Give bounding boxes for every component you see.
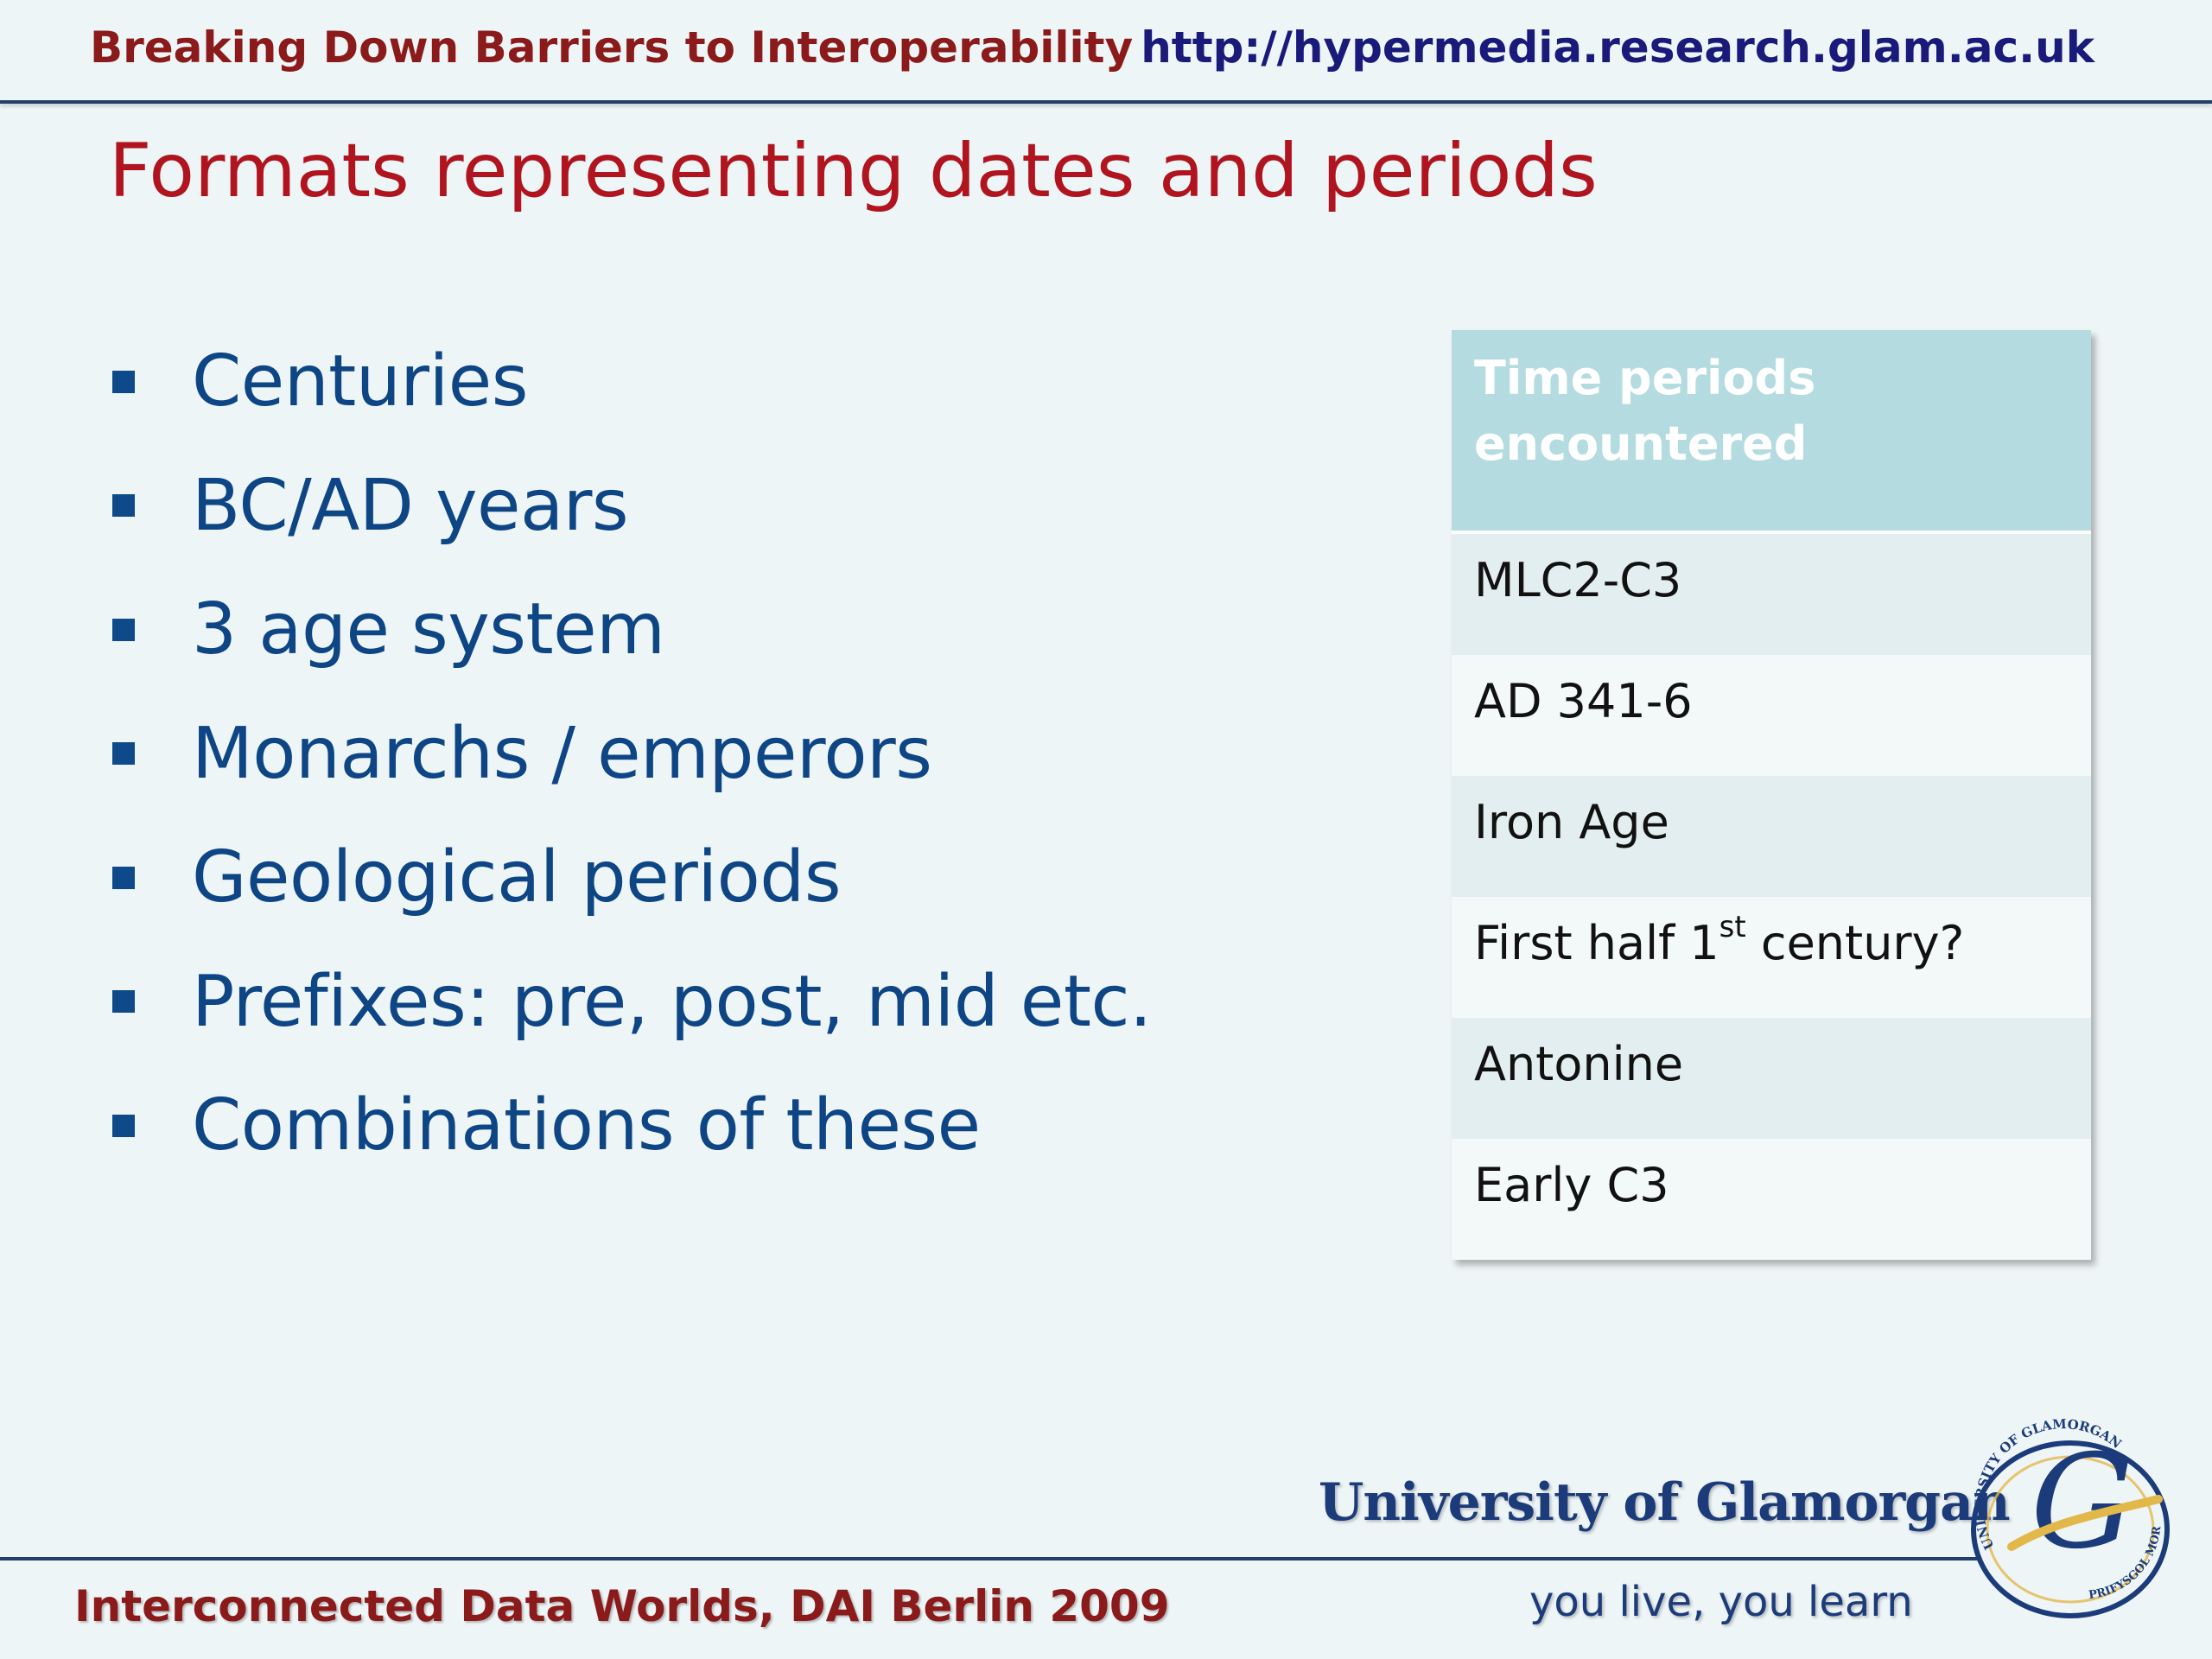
- bullet-item: BC/AD years: [112, 444, 1152, 569]
- bullet-item: Centuries: [112, 320, 1152, 444]
- bullet-item: Combinations of these: [112, 1064, 1152, 1188]
- row-text-after: century?: [1745, 916, 1965, 970]
- university-motto: you live, you learn: [1529, 1578, 1913, 1626]
- table-row: MLC2-C3: [1452, 534, 2091, 655]
- header-url: http://hypermedia.research.glam.ac.uk: [1141, 22, 2094, 73]
- table-row: First half 1st century?: [1452, 897, 2091, 1018]
- footer-divider: [0, 1557, 1979, 1560]
- table-header: Time periods encountered: [1452, 330, 2091, 534]
- university-name: University of Glamorgan: [1319, 1472, 2011, 1533]
- square-bullet-icon: [112, 1114, 135, 1137]
- bullet-text: BC/AD years: [192, 464, 629, 547]
- bullet-item: Monarchs / emperors: [112, 692, 1152, 817]
- table-row: Iron Age: [1452, 776, 2091, 897]
- table-row: Antonine: [1452, 1018, 2091, 1139]
- header-divider: [0, 100, 2212, 104]
- header-title: Breaking Down Barriers to Interoperabili…: [90, 22, 1134, 73]
- bullet-text: 3 age system: [192, 588, 665, 671]
- time-periods-table: Time periods encountered MLC2-C3 AD 341-…: [1452, 330, 2091, 1260]
- bullet-text: Monarchs / emperors: [192, 712, 932, 795]
- square-bullet-icon: [112, 742, 135, 766]
- footer-event: Interconnected Data Worlds, DAI Berlin 2…: [74, 1581, 1170, 1631]
- square-bullet-icon: [112, 618, 135, 641]
- row-superscript: st: [1719, 910, 1746, 944]
- bullet-text: Centuries: [192, 340, 528, 423]
- table-row: AD 341-6: [1452, 655, 2091, 776]
- square-bullet-icon: [112, 866, 135, 889]
- svg-text:G: G: [2031, 1427, 2134, 1578]
- bullet-text: Geological periods: [192, 836, 842, 919]
- bullet-text: Combinations of these: [192, 1084, 981, 1167]
- bullet-item: Geological periods: [112, 816, 1152, 940]
- table-row: Early C3: [1452, 1139, 2091, 1260]
- bullet-list: Centuries BC/AD years 3 age system Monar…: [112, 320, 1152, 1188]
- square-bullet-icon: [112, 990, 135, 1014]
- bullet-item: 3 age system: [112, 568, 1152, 692]
- row-text-before: First half 1: [1474, 916, 1719, 970]
- table-header-label: Time periods encountered: [1474, 351, 1816, 471]
- slide-title: Formats representing dates and periods: [109, 128, 1598, 214]
- university-crest-icon: UNIVERSITY OF GLAMORGAN PRIFYSGOL MORGAN…: [1960, 1417, 2170, 1618]
- bullet-item: Prefixes: pre, post, mid etc.: [112, 940, 1152, 1065]
- bullet-text: Prefixes: pre, post, mid etc.: [192, 960, 1152, 1043]
- square-bullet-icon: [112, 494, 135, 518]
- square-bullet-icon: [112, 370, 135, 393]
